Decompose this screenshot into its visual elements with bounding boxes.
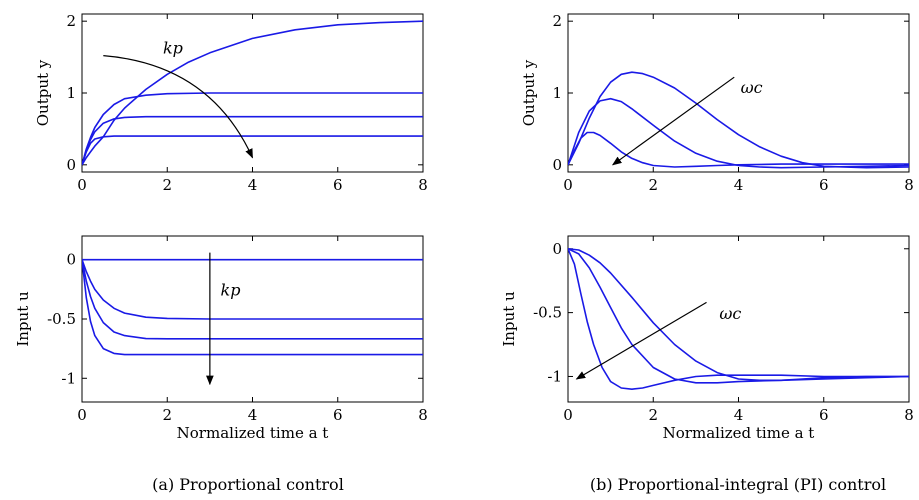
series-line-2 — [568, 97, 909, 169]
parameter-label: kp — [163, 39, 183, 58]
plot-frame — [567, 13, 910, 173]
x-axis-label: Normalized time a t — [663, 424, 815, 442]
y-axis-label: Output y — [34, 59, 52, 126]
parameter-arrow — [611, 76, 735, 166]
x-tick-label: 8 — [904, 406, 914, 424]
parameter-label: ωc — [741, 78, 763, 97]
parameter-arrow — [575, 301, 707, 380]
panel-tr: 0 2 4 6 8 0 1 2 Output y ωc — [520, 12, 914, 194]
y-tick-label: 0 — [66, 156, 76, 174]
y-tick-label: 2 — [552, 12, 562, 30]
x-axis-label: Normalized time a t — [177, 424, 329, 442]
x-tick-label: 6 — [819, 406, 829, 424]
y-axis-label: Output y — [520, 59, 538, 126]
series-line-2 — [82, 92, 423, 166]
x-tick-label: 2 — [162, 176, 172, 194]
y-axis-label: Input u — [500, 291, 518, 347]
series-line-4 — [82, 259, 423, 356]
y-tick-label: 1 — [552, 84, 562, 102]
x-tick-label: 8 — [418, 176, 428, 194]
x-tick-label: 2 — [648, 406, 658, 424]
x-tick-label: 6 — [333, 176, 343, 194]
x-tick-label: 0 — [563, 406, 573, 424]
y-tick-label: 0 — [552, 156, 562, 174]
y-tick-label: -1 — [547, 367, 562, 385]
y-tick-label: 0 — [552, 240, 562, 258]
panel-bl: 0 2 4 6 8 0 -0.5 -1 Input u Normalized time a t kp — [14, 235, 428, 442]
parameter-label: ωc — [719, 304, 741, 323]
panel-tl: 0 2 4 6 8 0 1 2 Output y kp — [34, 12, 428, 194]
y-tick-label: -0.5 — [47, 310, 76, 328]
series-line-1 — [568, 248, 909, 382]
series-line-1 — [568, 71, 909, 169]
x-tick-label: 8 — [904, 176, 914, 194]
series-line-3 — [82, 259, 423, 340]
series-line-4 — [82, 135, 423, 166]
x-tick-label: 4 — [734, 406, 744, 424]
y-tick-label: -0.5 — [533, 304, 562, 322]
x-tick-label: 6 — [333, 406, 343, 424]
x-tick-label: 0 — [77, 406, 87, 424]
x-tick-label: 4 — [248, 406, 258, 424]
y-tick-label: 1 — [66, 84, 76, 102]
x-tick-label: 0 — [563, 176, 573, 194]
y-axis-label: Input u — [14, 291, 32, 347]
series-line-1 — [82, 20, 423, 166]
parameter-label: kp — [221, 280, 241, 299]
parameter-arrow — [103, 55, 254, 159]
series-line-3 — [568, 248, 909, 391]
y-tick-label: 2 — [66, 12, 76, 30]
series-line-3 — [82, 115, 423, 166]
x-tick-label: 0 — [77, 176, 87, 194]
y-tick-label: 0 — [66, 251, 76, 269]
caption-left: (a) Proportional control — [152, 475, 344, 494]
series-line-3 — [568, 131, 909, 168]
x-tick-label: 6 — [819, 176, 829, 194]
series-line-2 — [82, 259, 423, 320]
series-line-2 — [568, 248, 909, 384]
panel-br: 0 2 4 6 8 0 -0.5 -1 Input u Normalized time a t ωc — [500, 235, 914, 442]
x-tick-label: 2 — [648, 176, 658, 194]
x-tick-label: 2 — [162, 406, 172, 424]
x-tick-label: 4 — [248, 176, 258, 194]
x-tick-label: 4 — [734, 176, 744, 194]
y-tick-label: -1 — [61, 369, 76, 387]
x-tick-label: 8 — [418, 406, 428, 424]
caption-right: (b) Proportional-integral (PI) control — [590, 475, 886, 494]
